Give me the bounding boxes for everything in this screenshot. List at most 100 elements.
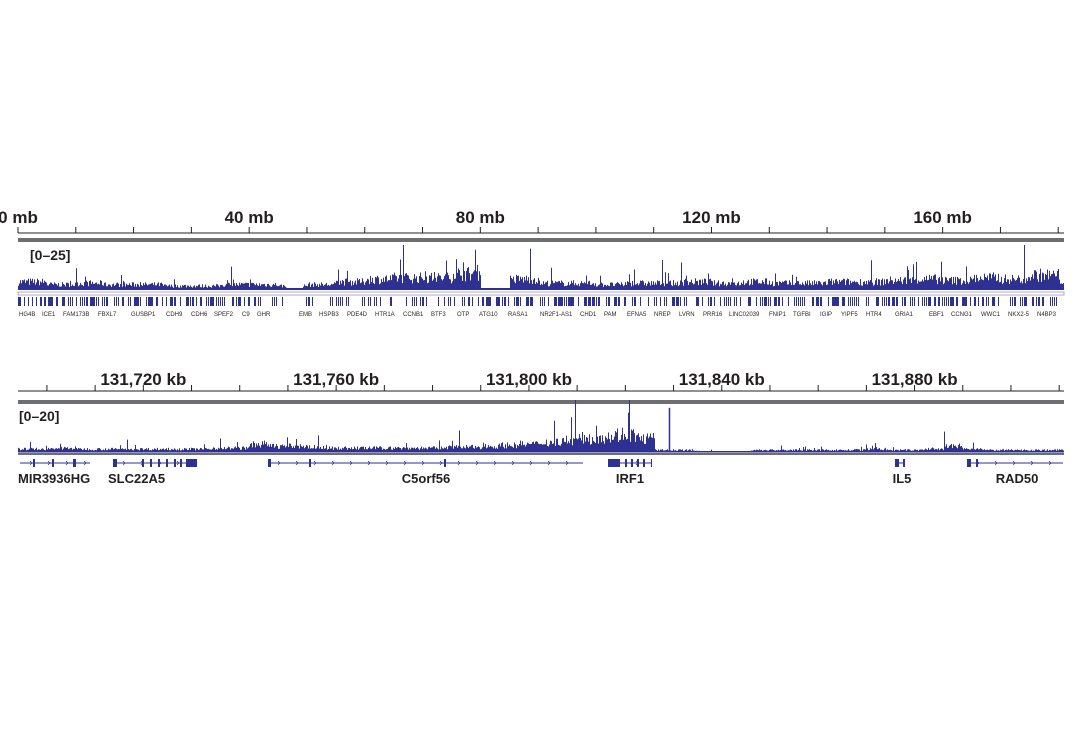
coverage-bar [1053,450,1054,452]
gene-feature [714,297,715,306]
coverage-bar [646,436,647,452]
coverage-bar [248,283,249,290]
coverage-bar [815,450,816,452]
gene-feature [770,297,771,306]
coverage-bar [431,447,432,452]
coverage-bar [54,282,55,290]
coverage-bar [749,285,750,290]
coverage-bar [354,282,355,290]
coverage-bar [405,448,406,452]
coverage-bar [864,281,865,290]
coverage-bar [535,283,536,290]
coverage-bar [817,449,818,452]
gene-feature [444,297,445,306]
strand-arrow [331,460,335,466]
coverage-bar [684,450,685,452]
coverage-bar [126,449,127,452]
coverage-bar [642,441,643,452]
coverage-bar [152,449,153,452]
gene-feature [816,297,818,306]
coverage-bar [551,441,552,452]
coverage-bar [503,446,504,452]
coverage-bar [600,435,601,452]
coverage-bar [962,447,963,452]
gene-feature [678,297,679,306]
coverage-bar [1047,449,1048,452]
coverage-bar [197,286,198,290]
coverage-bar [203,287,204,290]
coverage-bar [25,282,26,290]
locus-ruler[interactable]: 131,720 kb 131,760 kb 131,800 kb 131,840 kb… [18,370,1064,392]
coverage-bar [1036,449,1037,452]
coverage-bar [87,282,88,290]
gene-feature [70,297,71,306]
gene-feature [82,297,83,306]
coverage-bar [1035,449,1036,452]
coverage-bar [396,448,397,452]
gene-feature [342,297,343,306]
coverage-track[interactable] [18,400,1064,455]
coverage-bar [779,281,780,290]
coverage-bar [181,450,182,452]
gene-feature [876,297,878,306]
coverage-bar [836,449,837,452]
gene-feature [468,297,470,306]
coverage-bar [329,285,330,290]
gene-feature [974,297,976,306]
coverage-bar [428,282,429,290]
coverage-bar [804,449,805,452]
coverage-bar [1004,450,1005,452]
coverage-bar [436,281,437,290]
gene-feature [998,297,999,306]
coverage-bar [915,449,916,452]
coverage-bar [648,281,649,290]
coverage-bar [39,285,40,290]
coverage-bar [467,446,468,452]
coverage-bar [184,448,185,452]
coverage-bar [40,449,41,452]
coverage-bar [901,449,902,452]
coverage-bar [360,283,361,290]
coverage-bar [880,449,881,452]
coverage-bar [122,286,123,290]
coverage-bar [909,279,910,290]
coverage-bar [574,285,575,290]
coverage-bar [437,448,438,452]
coverage-bar [907,449,908,452]
coverage-bar [517,444,518,452]
coverage-bar [797,450,798,452]
coverage-bar [371,449,372,452]
coverage-bar [1050,276,1051,290]
gene-feature [894,297,895,306]
gene-feature [598,297,600,306]
coverage-bar [584,282,585,290]
gene-feature [528,297,529,306]
coverage-bar [389,280,390,290]
coverage-bar [897,449,898,452]
coverage-track[interactable] [18,245,1064,290]
coverage-bar [61,286,62,290]
gene-feature [586,297,587,306]
chromosome-ruler[interactable]: 0 mb 40 mb 80 mb 120 mb 160 mb [0,208,1064,234]
coverage-bar [701,451,702,452]
gene-track[interactable] [20,459,1063,467]
coverage-bar [474,448,475,452]
gene-feature [632,297,633,306]
coverage-bar [862,450,863,452]
coverage-bar [742,284,743,290]
coverage-bar [1019,277,1020,290]
coverage-bar [23,449,24,452]
coverage-bar [978,281,979,290]
coverage-bar [894,282,895,290]
coverage-bar [750,284,751,290]
gene-track[interactable] [17,291,1065,306]
coverage-bar [736,285,737,290]
gene-feature [1032,297,1034,306]
coverage-bar [776,450,777,452]
coverage-bar [416,276,417,290]
coverage-bar [861,446,862,452]
coverage-bar [709,450,710,452]
strand-arrow [29,460,33,466]
coverage-bar [681,262,682,290]
coverage-bar [820,282,821,290]
